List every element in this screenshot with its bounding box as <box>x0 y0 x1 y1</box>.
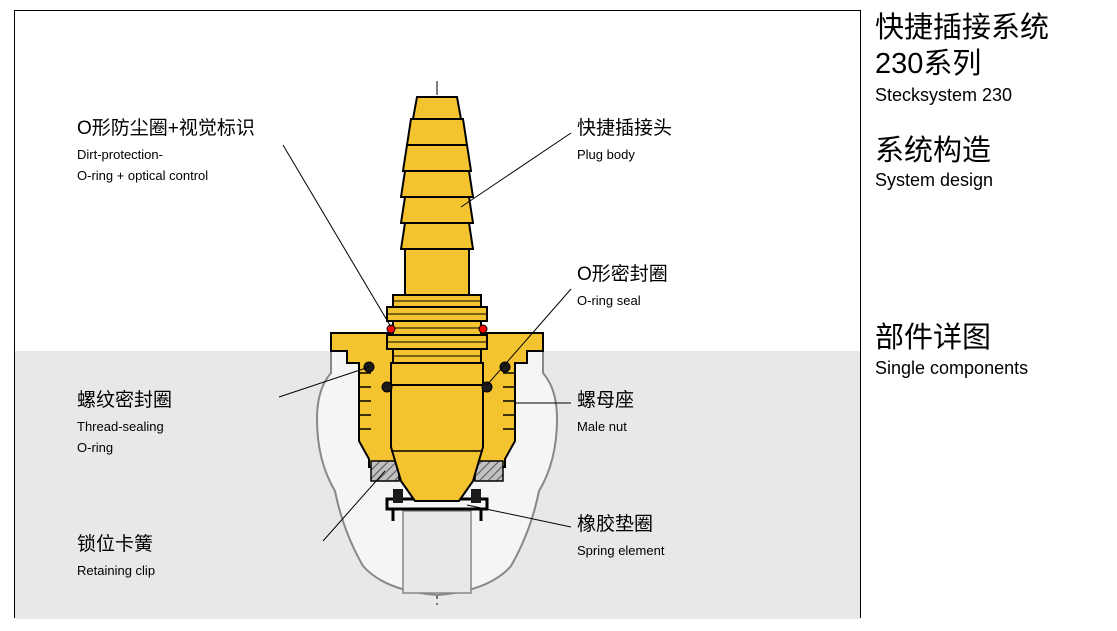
sidebar-sub1-en: System design <box>875 170 1110 191</box>
sidebar-title-cn-l1: 快捷插接系统 <box>875 10 1110 46</box>
label-plug-en: Plug body <box>577 146 672 164</box>
label-plug-cn: 快捷插接头 <box>577 117 672 142</box>
label-oring-cn: O形密封圈 <box>577 263 668 288</box>
diagram-svg <box>15 11 862 619</box>
sidebar-sub2-en: Single components <box>875 358 1110 379</box>
label-dirt-cn: O形防尘圈+视觉标识 <box>77 117 255 142</box>
sidebar-sub2-cn: 部件详图 <box>875 321 1110 356</box>
label-retaining-clip: 锁位卡簧 Retaining clip <box>77 533 155 579</box>
label-thread-en1: Thread-sealing <box>77 418 172 436</box>
sidebar-title-en: Stecksystem 230 <box>875 85 1110 106</box>
diagram-svg-wrap <box>15 11 860 617</box>
label-dirt-en2: O-ring + optical control <box>77 167 255 185</box>
label-oring-en: O-ring seal <box>577 292 668 310</box>
label-spring-element: 橡胶垫圈 Spring element <box>577 513 664 559</box>
sidebar-block-1: 系统构造 System design <box>875 134 1110 192</box>
label-malenut-en: Male nut <box>577 418 634 436</box>
sidebar-title: 快捷插接系统 230系列 Stecksystem 230 <box>875 10 1110 106</box>
label-male-nut: 螺母座 Male nut <box>577 389 634 435</box>
label-dirt-protection: O形防尘圈+视觉标识 Dirt-protection- O-ring + opt… <box>77 117 255 185</box>
label-dirt-en1: Dirt-protection- <box>77 146 255 164</box>
label-clip-en: Retaining clip <box>77 562 155 580</box>
label-thread-en2: O-ring <box>77 439 172 457</box>
diagram-panel: O形防尘圈+视觉标识 Dirt-protection- O-ring + opt… <box>14 10 861 618</box>
label-malenut-cn: 螺母座 <box>577 389 634 414</box>
sidebar-title-cn-l2: 230系列 <box>875 46 1110 82</box>
label-spring-cn: 橡胶垫圈 <box>577 513 664 538</box>
sidebar-block-2: 部件详图 Single components <box>875 321 1110 379</box>
label-clip-cn: 锁位卡簧 <box>77 533 155 558</box>
label-oring-seal: O形密封圈 O-ring seal <box>577 263 668 309</box>
label-thread-cn: 螺纹密封圈 <box>77 389 172 414</box>
label-spring-en: Spring element <box>577 542 664 560</box>
sidebar: 快捷插接系统 230系列 Stecksystem 230 系统构造 System… <box>875 10 1110 379</box>
label-plug-body: 快捷插接头 Plug body <box>577 117 672 163</box>
label-thread-sealing: 螺纹密封圈 Thread-sealing O-ring <box>77 389 172 457</box>
sidebar-sub1-cn: 系统构造 <box>875 134 1110 169</box>
